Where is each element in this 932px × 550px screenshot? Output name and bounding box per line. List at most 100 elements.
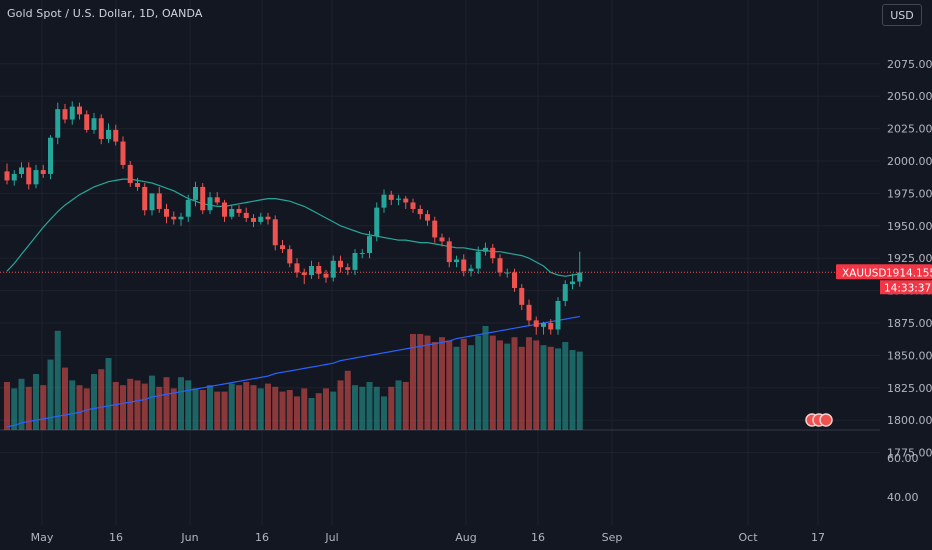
volume-bar: [562, 342, 569, 430]
candle-body: [265, 216, 271, 220]
volume-bar: [40, 385, 47, 430]
volume-bar: [250, 385, 257, 430]
volume-bar: [330, 391, 337, 430]
candle-body: [4, 171, 10, 181]
candle-body: [91, 118, 97, 130]
candle-body: [410, 202, 416, 209]
candle-body: [504, 272, 510, 274]
volume-bar: [344, 370, 351, 430]
price-tag-bg: [836, 264, 932, 280]
volume-bar: [170, 388, 177, 430]
price-tick-label: 1925.000: [887, 252, 932, 265]
volume-bar: [207, 385, 213, 430]
volume-bar: [395, 380, 402, 430]
volume-bar: [337, 380, 344, 430]
volume-bar: [156, 386, 163, 430]
volume-bar: [11, 388, 18, 430]
volume-bar: [163, 377, 170, 430]
price-tick-label: 2000.000: [887, 155, 932, 168]
volume-bar: [214, 391, 221, 430]
volume-bar: [149, 375, 155, 430]
candle-body: [555, 300, 561, 330]
price-tick-label: 1800.000: [887, 414, 932, 427]
x-tick-label: 17: [811, 531, 825, 544]
x-tick-label: Jun: [180, 531, 198, 544]
volume-bar: [54, 330, 61, 430]
event-marker: [819, 413, 833, 427]
candle-body: [338, 260, 343, 268]
volume-bar: [323, 388, 329, 430]
candle-body: [396, 198, 401, 200]
candle-body: [229, 208, 235, 217]
volume-bar: [91, 374, 97, 430]
volume-bar: [366, 382, 373, 430]
countdown-bg: [880, 280, 932, 295]
candle-body: [381, 194, 387, 208]
candle-body: [468, 268, 474, 272]
candle-body: [149, 193, 155, 211]
volume-bar: [236, 385, 242, 430]
candle-body: [120, 141, 126, 165]
candle-body: [84, 114, 90, 130]
price-tick-label: 1975.000: [887, 187, 932, 200]
volume-bar: [489, 335, 496, 430]
volume-bar: [185, 380, 192, 430]
candle-body: [475, 251, 481, 269]
candle-body: [497, 258, 503, 273]
volume-bar: [453, 346, 460, 430]
price-tick-label: 2050.000: [887, 90, 932, 103]
candle-body: [533, 320, 539, 327]
candle-body: [193, 186, 198, 200]
candle-body: [490, 247, 496, 259]
volume-bar: [286, 390, 293, 430]
candle-body: [69, 106, 75, 120]
candle-body: [171, 216, 177, 220]
candle-body: [207, 197, 213, 211]
candle-body: [222, 202, 227, 217]
x-tick-label: 16: [531, 531, 545, 544]
volume-bar: [47, 359, 54, 430]
candle-body: [367, 236, 372, 254]
volume-bar: [504, 343, 511, 430]
volume-bar: [279, 391, 286, 430]
candle-body: [55, 109, 61, 138]
volume-bar: [243, 382, 250, 430]
volume-bar: [69, 380, 76, 430]
candle-body: [48, 137, 53, 174]
candle-body: [432, 220, 438, 238]
volume-bar: [105, 358, 112, 430]
candle-body: [316, 265, 322, 274]
volume-bar: [257, 388, 264, 430]
candle-body: [287, 249, 293, 264]
volume-bar: [526, 337, 532, 430]
volume-bar: [511, 337, 518, 430]
price-tag-countdown: 14:33:37: [884, 282, 931, 294]
candle-body: [417, 208, 423, 215]
candle-body: [446, 241, 452, 263]
candle-body: [512, 272, 517, 289]
volume-bar: [199, 390, 206, 430]
candle-body: [461, 259, 467, 272]
candle-body: [439, 237, 445, 242]
volume-bar: [540, 345, 547, 430]
x-tick-label: 16: [109, 531, 123, 544]
volume-bar: [301, 388, 308, 430]
candle-body: [11, 173, 17, 181]
volume-bar: [127, 378, 134, 430]
volume-bar: [402, 382, 409, 430]
volume-bar: [192, 388, 199, 430]
volume-bar: [533, 340, 540, 430]
volume-bar: [381, 396, 387, 430]
volume-bar: [576, 351, 583, 430]
currency-button[interactable]: USD: [882, 4, 922, 26]
candle-body: [251, 218, 256, 222]
candle-body: [185, 199, 191, 217]
volume-bar: [228, 383, 235, 430]
volume-bar: [518, 346, 525, 430]
candle-body: [214, 197, 220, 203]
volume-bar: [460, 338, 467, 430]
volume-bar: [482, 326, 489, 430]
candle-body: [77, 106, 82, 115]
